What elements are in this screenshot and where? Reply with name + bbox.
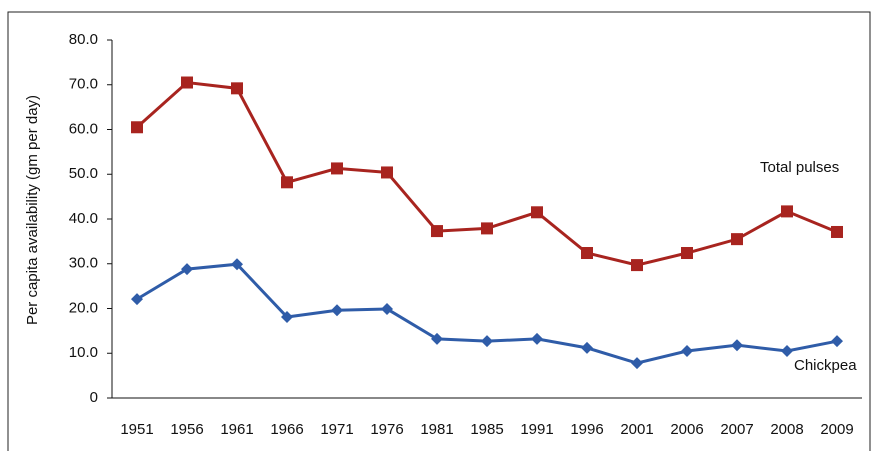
marker [681,345,693,358]
marker [731,233,743,246]
marker [731,339,743,352]
marker [181,263,193,276]
x-tick-label: 1996 [570,421,603,438]
marker [381,166,393,179]
y-tick-label: 70.0 [69,76,98,93]
marker [231,82,243,95]
marker [781,345,793,358]
series-line [136,262,838,365]
x-tick-label: 1976 [370,421,403,438]
x-tick-label: 2009 [820,421,853,438]
marker [531,206,543,219]
series-label: Chickpea [794,357,857,374]
x-tick-label: 1966 [270,421,303,438]
x-tick-label: 2001 [620,421,653,438]
marker [831,225,843,238]
x-tick-label: 1951 [120,421,153,438]
series-label: Total pulses [760,159,839,176]
marker [481,335,493,348]
marker [431,332,443,345]
x-tick-label: 1956 [170,421,203,438]
x-tick-label: 1985 [470,421,503,438]
y-tick-label: 50.0 [69,165,98,182]
marker [281,311,293,324]
y-tick-label: 10.0 [69,344,98,361]
y-tick-label: 80.0 [69,31,98,48]
marker [631,357,643,370]
y-tick-label: 0 [90,389,98,406]
x-tick-label: 1981 [420,421,453,438]
marker [181,76,193,89]
marker [581,341,593,354]
marker [481,222,493,235]
x-tick-label: 1961 [220,421,253,438]
x-tick-label: 2007 [720,421,753,438]
marker [781,205,793,218]
y-tick-label: 30.0 [69,255,98,272]
frame [7,11,871,451]
y-tick-label: 60.0 [69,120,98,137]
marker [531,332,543,345]
marker [431,225,443,238]
marker [331,162,343,175]
y-tick-label: 20.0 [69,299,98,316]
marker [231,258,243,271]
x-tick-label: 2006 [670,421,703,438]
x-tick-label: 1991 [520,421,553,438]
marker [381,302,393,315]
marker [281,176,293,189]
marker [581,247,593,260]
marker [681,247,693,260]
x-tick-label: 1971 [320,421,353,438]
y-tick-label: 40.0 [69,210,98,227]
x-tick-label: 2008 [770,421,803,438]
marker [131,293,143,306]
marker [331,304,343,317]
marker [631,259,643,272]
y-axis-label: Per capita availability (gm per day) [24,95,41,325]
marker [131,121,143,134]
marker [831,335,843,348]
